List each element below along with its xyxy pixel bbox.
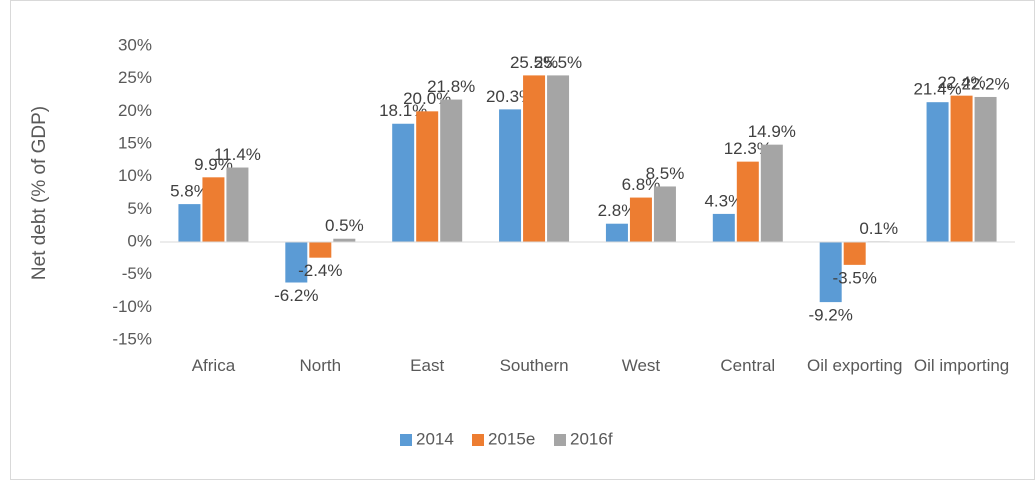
- legend-label: 2015e: [488, 429, 535, 448]
- bar: [416, 111, 439, 242]
- data-label: 9.9%: [194, 155, 233, 174]
- data-label: -2.4%: [298, 261, 342, 280]
- legend-label: 2016f: [570, 429, 613, 448]
- y-axis-title: Net debt (% of GDP): [29, 106, 50, 280]
- bar: [950, 95, 973, 242]
- legend-swatch: [400, 434, 412, 446]
- x-tick-label: East: [410, 356, 445, 375]
- data-label: -9.2%: [808, 306, 852, 325]
- x-tick-label: Oil exporting: [806, 356, 903, 375]
- y-tick-label: -10%: [112, 297, 152, 316]
- data-label: 22.2%: [961, 74, 1009, 93]
- bar: [760, 144, 783, 242]
- data-label: 18.1%: [379, 101, 427, 120]
- bar: [226, 167, 249, 242]
- data-label: 21.8%: [427, 77, 475, 96]
- legend-swatch: [554, 434, 566, 446]
- y-tick-label: 5%: [127, 199, 152, 218]
- bar: [974, 96, 997, 243]
- bar: [178, 204, 201, 242]
- x-tick-label: Oil importing: [913, 356, 1010, 375]
- data-label: -3.5%: [832, 268, 876, 287]
- bar: [202, 177, 225, 242]
- x-tick-label: North: [299, 356, 342, 375]
- y-tick-label: 0%: [127, 231, 152, 250]
- data-label: 25.5%: [534, 53, 582, 72]
- bar: [392, 123, 415, 242]
- x-tick-label: Central: [720, 356, 776, 375]
- bar: [736, 161, 759, 242]
- bar: [285, 242, 308, 283]
- data-label: 20.3%: [486, 87, 534, 106]
- bar: [712, 213, 735, 242]
- bar: [499, 109, 522, 242]
- data-label: 0.1%: [859, 219, 898, 238]
- x-tick-label: West: [621, 356, 661, 375]
- data-label: 11.4%: [214, 145, 261, 164]
- data-label: 21.4%: [913, 80, 961, 99]
- bar: [629, 197, 652, 242]
- data-label: 12.3%: [724, 139, 772, 158]
- data-label: 14.9%: [748, 122, 796, 141]
- bar: [309, 242, 332, 258]
- x-tick-label: Southern: [499, 356, 569, 375]
- legend-swatch: [472, 434, 484, 446]
- bar: [605, 223, 628, 242]
- data-label: 20.0%: [403, 89, 451, 108]
- data-label: 22.4%: [937, 73, 985, 92]
- data-label: 0.5%: [325, 216, 364, 235]
- data-label: 5.8%: [170, 182, 209, 201]
- y-tick-label: 25%: [118, 68, 152, 87]
- y-tick-label: -5%: [122, 264, 152, 283]
- bar: [440, 99, 463, 242]
- legend-label: 2014: [416, 429, 454, 448]
- y-tick-label: 15%: [118, 133, 152, 152]
- chart-border: [10, 0, 1035, 480]
- data-label: -6.2%: [274, 286, 318, 305]
- data-label: 25.5%: [510, 53, 558, 72]
- data-label: 8.5%: [646, 164, 685, 183]
- y-tick-label: 20%: [118, 101, 152, 120]
- data-label: 4.3%: [704, 191, 743, 210]
- y-tick-label: 10%: [118, 166, 152, 185]
- data-label: 6.8%: [622, 175, 661, 194]
- bar: [547, 75, 570, 243]
- bar: [843, 242, 866, 265]
- y-tick-label: 30%: [118, 35, 152, 54]
- data-label: 2.8%: [598, 201, 637, 220]
- bar: [819, 242, 842, 303]
- y-tick-label: -15%: [112, 329, 152, 348]
- bar: [333, 238, 356, 242]
- bar: [523, 75, 546, 243]
- bar: [926, 102, 949, 242]
- x-tick-label: Africa: [191, 356, 236, 375]
- bar: [653, 186, 676, 242]
